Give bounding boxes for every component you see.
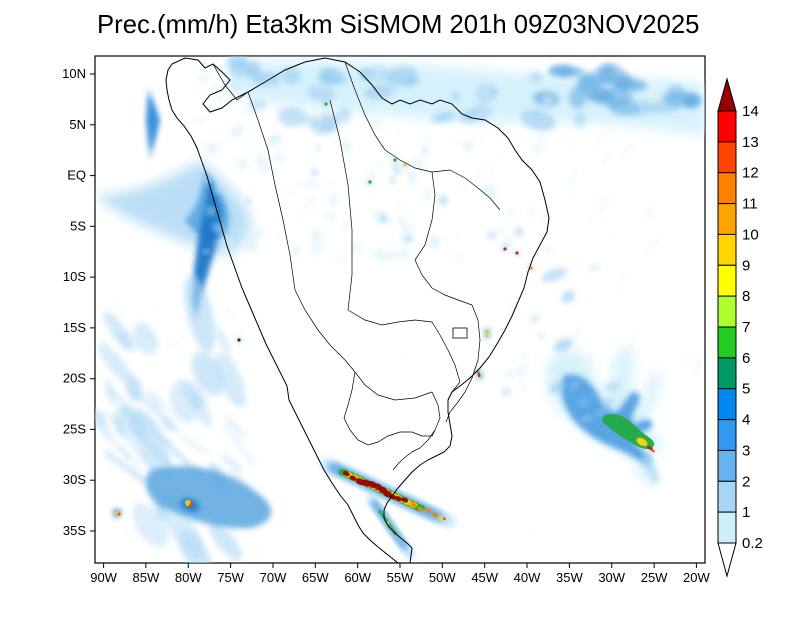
svg-text:20S: 20S xyxy=(63,371,86,386)
svg-text:10N: 10N xyxy=(62,66,86,81)
svg-text:10S: 10S xyxy=(63,269,86,284)
svg-text:14: 14 xyxy=(742,103,759,120)
svg-text:10: 10 xyxy=(742,226,759,243)
svg-text:9: 9 xyxy=(742,257,750,274)
svg-text:0.2: 0.2 xyxy=(742,535,763,552)
svg-text:35W: 35W xyxy=(556,570,583,585)
svg-text:60W: 60W xyxy=(344,570,371,585)
svg-text:30S: 30S xyxy=(63,472,86,487)
svg-text:65W: 65W xyxy=(302,570,329,585)
svg-text:40W: 40W xyxy=(514,570,541,585)
svg-text:11: 11 xyxy=(742,196,758,213)
svg-text:4: 4 xyxy=(742,412,750,429)
svg-text:80W: 80W xyxy=(175,570,202,585)
svg-text:30W: 30W xyxy=(598,570,625,585)
svg-text:5S: 5S xyxy=(70,218,86,233)
svg-text:5: 5 xyxy=(742,381,750,398)
svg-text:6: 6 xyxy=(742,350,750,367)
svg-text:55W: 55W xyxy=(387,570,414,585)
svg-text:15S: 15S xyxy=(63,320,86,335)
svg-text:35S: 35S xyxy=(63,523,86,538)
svg-text:75W: 75W xyxy=(217,570,244,585)
svg-text:13: 13 xyxy=(742,134,759,151)
svg-text:7: 7 xyxy=(742,319,750,336)
svg-text:20W: 20W xyxy=(683,570,710,585)
svg-text:50W: 50W xyxy=(429,570,456,585)
svg-text:5N: 5N xyxy=(69,117,86,132)
svg-text:12: 12 xyxy=(742,165,759,182)
svg-text:25W: 25W xyxy=(641,570,668,585)
svg-text:3: 3 xyxy=(742,442,750,459)
svg-text:8: 8 xyxy=(742,288,750,305)
svg-text:25S: 25S xyxy=(63,421,86,436)
svg-text:70W: 70W xyxy=(260,570,287,585)
svg-text:45W: 45W xyxy=(471,570,498,585)
svg-text:90W: 90W xyxy=(90,570,117,585)
svg-text:2: 2 xyxy=(742,473,750,490)
svg-text:1: 1 xyxy=(742,504,750,521)
svg-text:85W: 85W xyxy=(133,570,160,585)
svg-text:EQ: EQ xyxy=(67,168,86,183)
